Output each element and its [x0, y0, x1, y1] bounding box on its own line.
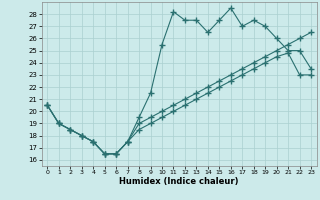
X-axis label: Humidex (Indice chaleur): Humidex (Indice chaleur)	[119, 177, 239, 186]
